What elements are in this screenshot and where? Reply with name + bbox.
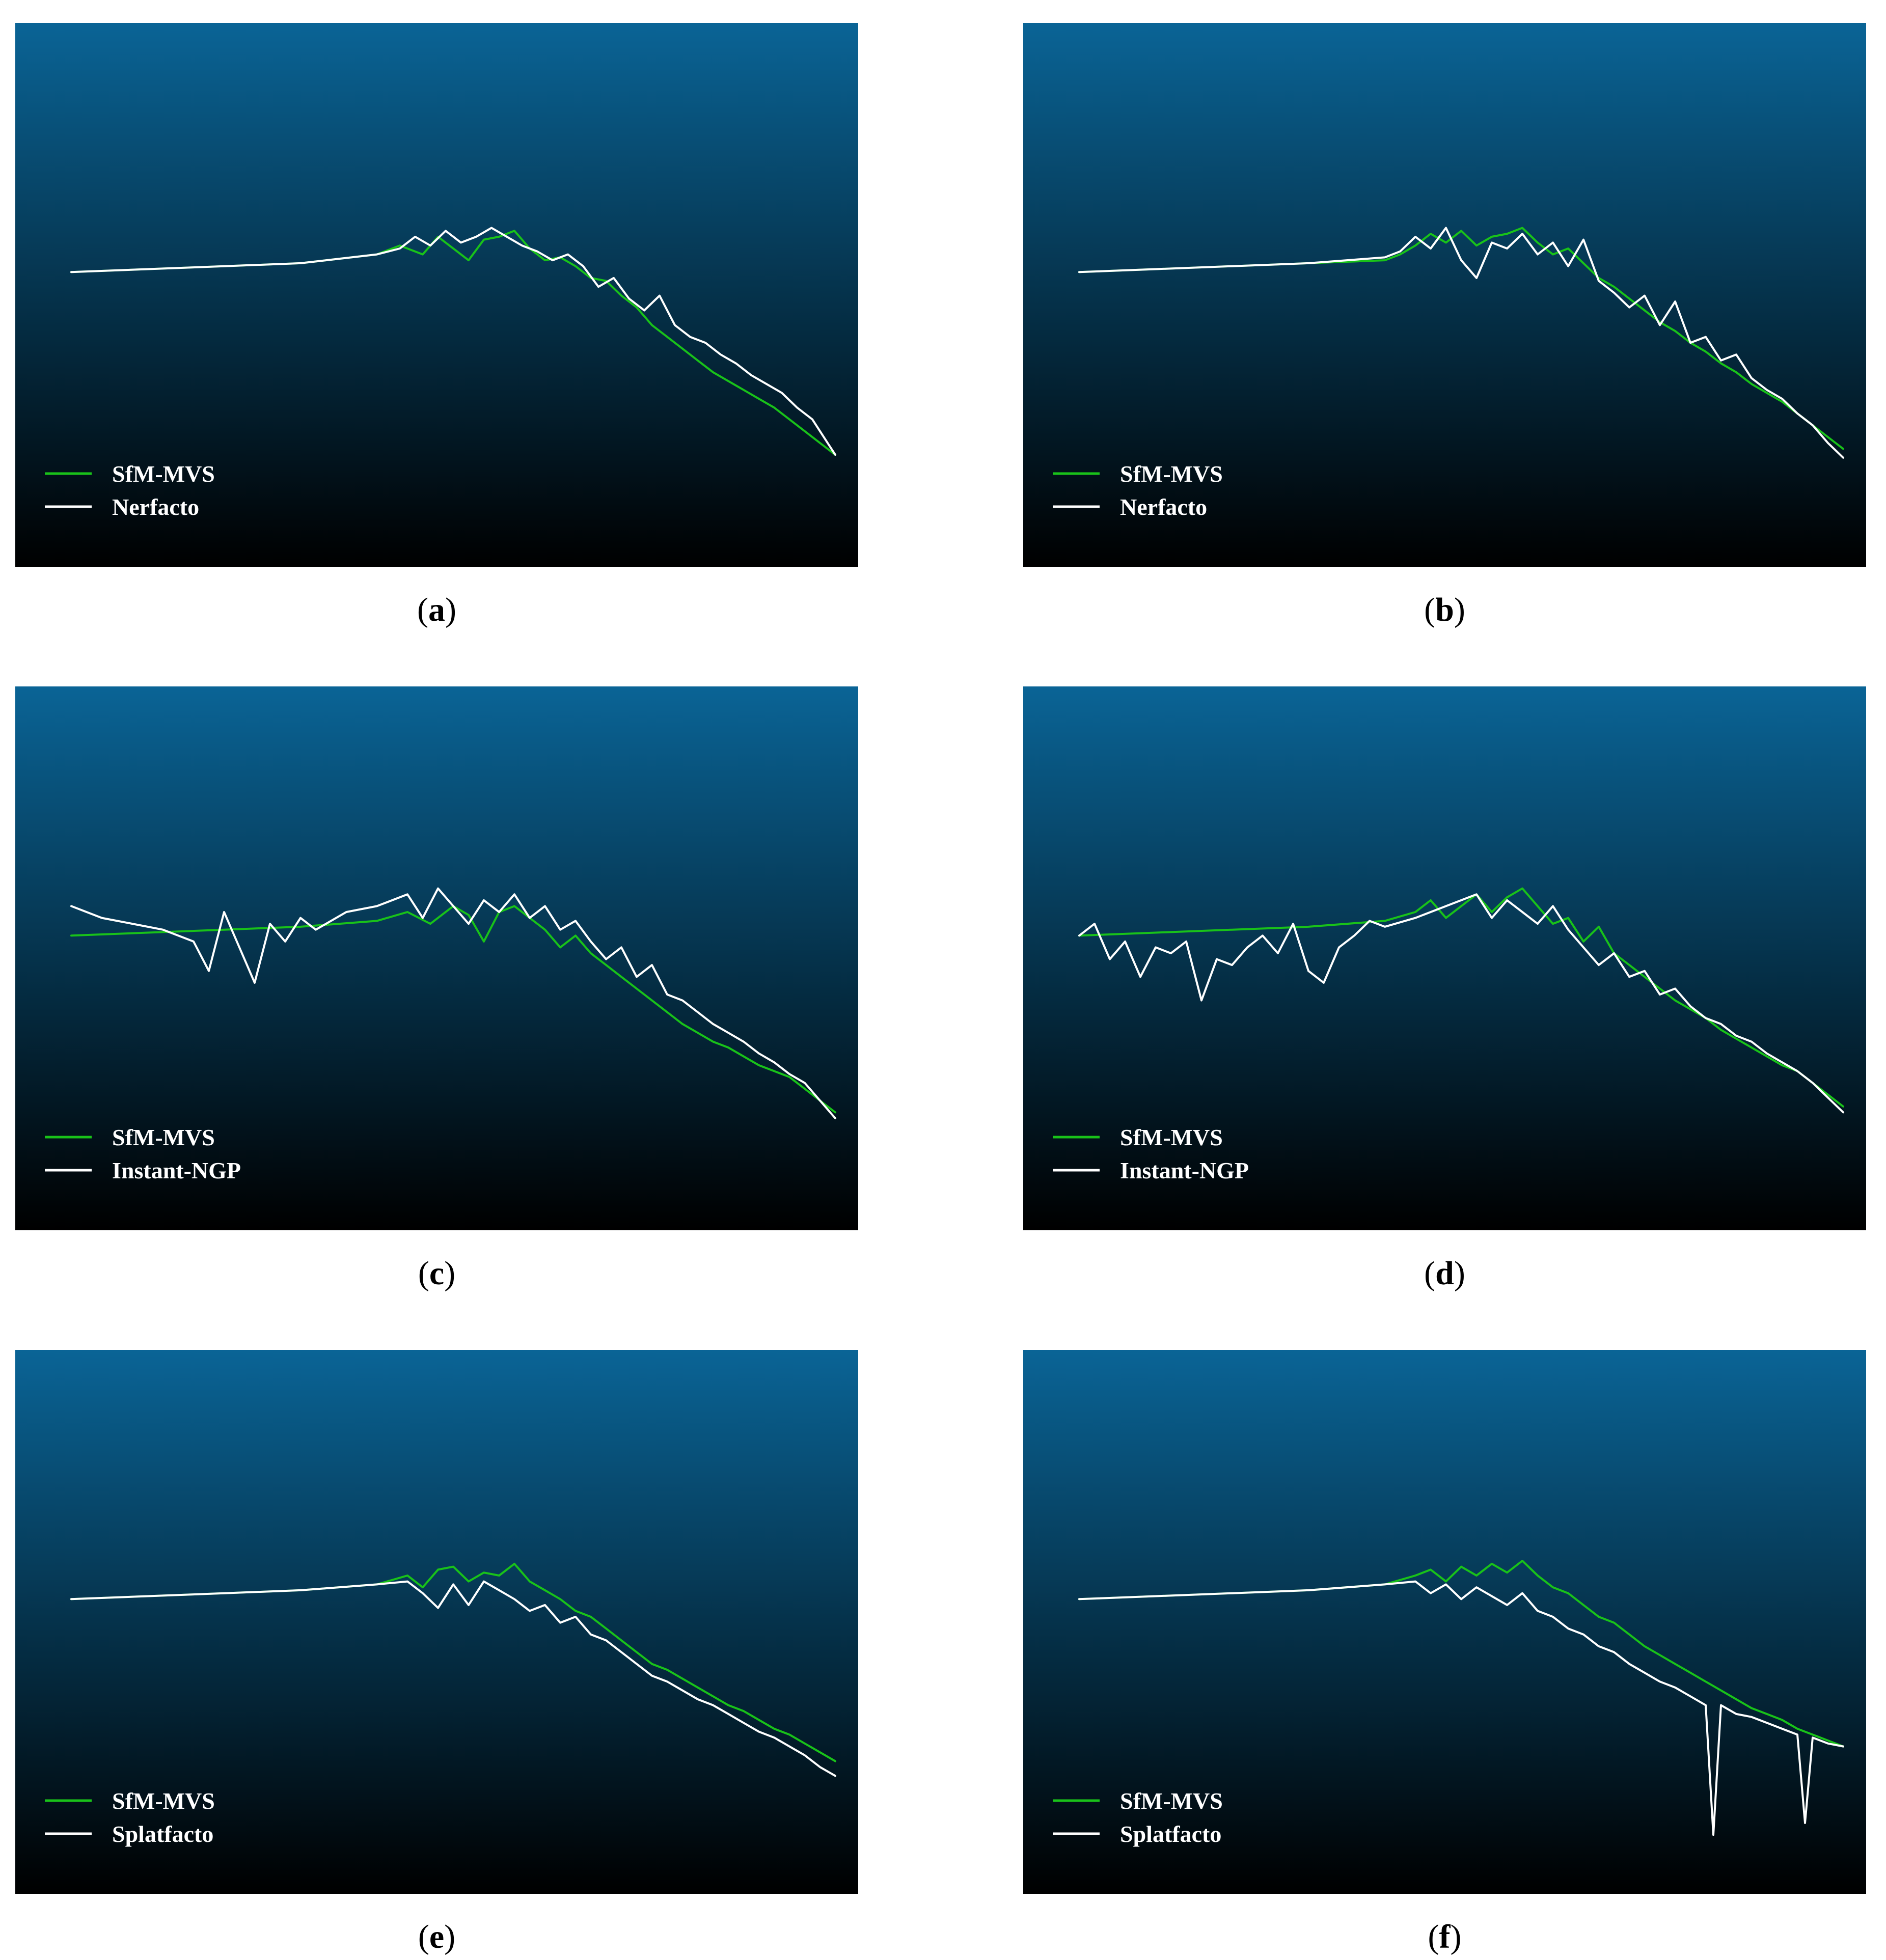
- caption-close: ): [1450, 1918, 1462, 1955]
- caption-open: (: [1424, 1255, 1436, 1292]
- caption-letter: b: [1435, 591, 1454, 628]
- caption-c: (c): [15, 1254, 858, 1293]
- caption-letter: c: [429, 1255, 445, 1292]
- panel-e: SfM-MVS Splatfacto: [15, 1350, 858, 1894]
- caption-d: (d): [1023, 1254, 1866, 1293]
- plot-background: [1023, 686, 1866, 1230]
- chart-d: SfM-MVS Instant-NGP: [1023, 686, 1866, 1230]
- chart-b: SfM-MVS Nerfacto: [1023, 23, 1866, 567]
- series-line-sfm-mvs: [70, 1562, 836, 1762]
- legend-label: SfM-MVS: [1120, 1788, 1223, 1814]
- legend-label: SfM-MVS: [1120, 1124, 1223, 1150]
- caption-close: ): [444, 1918, 456, 1955]
- chart-a: SfM-MVS Nerfacto: [15, 23, 858, 567]
- series-line-splatfacto: [1078, 1580, 1844, 1836]
- panel-b: SfM-MVS Nerfacto: [1023, 23, 1866, 567]
- caption-a: (a): [15, 591, 858, 629]
- panel-a: SfM-MVS Nerfacto: [15, 23, 858, 567]
- series-line-sfm-mvs: [1078, 227, 1844, 450]
- panel-d: SfM-MVS Instant-NGP: [1023, 686, 1866, 1230]
- caption-close: ): [1454, 591, 1465, 628]
- legend-label: SfM-MVS: [112, 1124, 215, 1150]
- caption-close: ): [1454, 1255, 1465, 1292]
- plot-background: [1023, 23, 1866, 567]
- legend-label: SfM-MVS: [112, 461, 215, 487]
- caption-open: (: [418, 1255, 429, 1292]
- series-line-nerfacto: [70, 227, 836, 456]
- chart-c: SfM-MVS Instant-NGP: [15, 686, 858, 1230]
- legend-label: Nerfacto: [112, 494, 199, 520]
- legend-label: Splatfacto: [112, 1821, 213, 1847]
- caption-letter: d: [1435, 1255, 1454, 1292]
- legend-label: Splatfacto: [1120, 1821, 1221, 1847]
- legend-label: SfM-MVS: [1120, 461, 1223, 487]
- plot-background: [1023, 1350, 1866, 1894]
- caption-f: (f): [1023, 1918, 1866, 1956]
- series-line-instant-ngp: [70, 887, 836, 1119]
- plot-background: [15, 23, 858, 567]
- panel-f: SfM-MVS Splatfacto: [1023, 1350, 1866, 1894]
- caption-open: (: [1428, 1918, 1439, 1955]
- series-line-instant-ngp: [1078, 893, 1844, 1114]
- caption-close: ): [444, 1255, 456, 1292]
- legend-label: SfM-MVS: [112, 1788, 215, 1814]
- caption-open: (: [417, 591, 428, 628]
- plot-background: [15, 686, 858, 1230]
- legend-label: Nerfacto: [1120, 494, 1207, 520]
- chart-f: SfM-MVS Splatfacto: [1023, 1350, 1866, 1894]
- caption-b: (b): [1023, 591, 1866, 629]
- series-line-sfm-mvs: [1078, 887, 1844, 1108]
- caption-letter: f: [1439, 1918, 1451, 1955]
- series-line-sfm-mvs: [70, 905, 836, 1114]
- caption-letter: e: [429, 1918, 445, 1955]
- series-line-sfm-mvs: [1078, 1560, 1844, 1748]
- caption-open: (: [418, 1918, 429, 1955]
- caption-letter: a: [428, 591, 445, 628]
- caption-e: (e): [15, 1918, 858, 1956]
- panel-c: SfM-MVS Instant-NGP: [15, 686, 858, 1230]
- caption-open: (: [1424, 591, 1436, 628]
- series-line-sfm-mvs: [70, 230, 836, 456]
- legend-label: Instant-NGP: [1120, 1157, 1249, 1183]
- series-line-splatfacto: [70, 1580, 836, 1777]
- legend-label: Instant-NGP: [112, 1157, 241, 1183]
- plot-background: [15, 1350, 858, 1894]
- caption-close: ): [445, 591, 456, 628]
- series-line-nerfacto: [1078, 227, 1844, 459]
- chart-e: SfM-MVS Splatfacto: [15, 1350, 858, 1894]
